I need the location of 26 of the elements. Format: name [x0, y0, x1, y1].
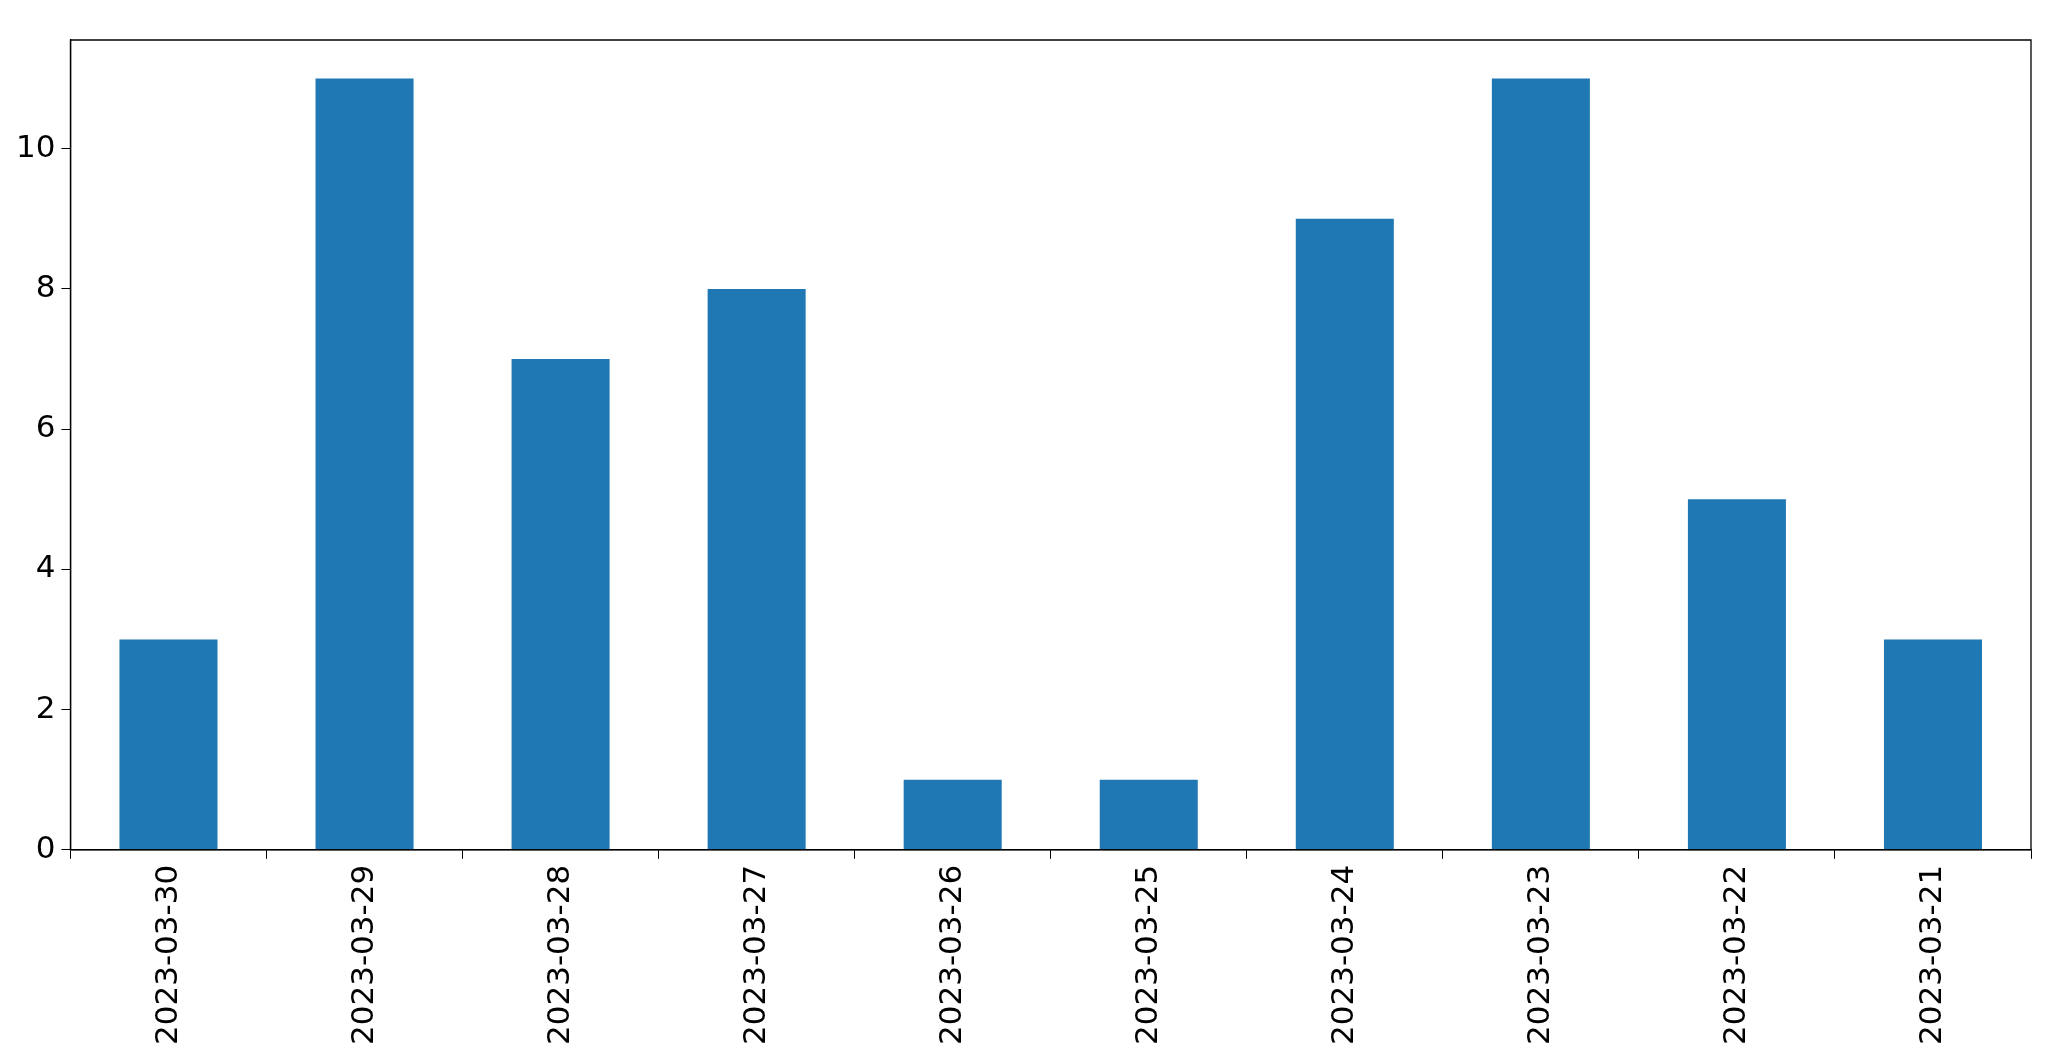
y-tick-label: 2	[35, 688, 56, 725]
x-tick-label: 2023-03-22	[1715, 864, 1752, 1046]
x-tick-label: 2023-03-24	[1323, 864, 1360, 1046]
x-tick-label: 2023-03-27	[735, 864, 772, 1046]
x-tick-label: 2023-03-21	[1912, 864, 1949, 1046]
bar	[1883, 639, 1982, 850]
y-tick-label: 0	[35, 828, 56, 865]
y-tick-label: 6	[35, 408, 56, 445]
x-tick-label: 2023-03-29	[343, 864, 380, 1046]
bar	[119, 639, 218, 850]
bar	[1099, 779, 1198, 850]
y-tick-label: 4	[35, 548, 56, 585]
y-tick-label: 10	[15, 127, 56, 164]
bar	[1295, 218, 1394, 850]
bar	[1491, 78, 1590, 850]
x-tick-label: 2023-03-23	[1519, 864, 1556, 1046]
y-tick-label: 8	[35, 267, 56, 304]
bar	[511, 359, 610, 850]
x-tick-label: 2023-03-30	[147, 864, 184, 1046]
bar	[707, 288, 806, 850]
bar	[315, 78, 414, 850]
bar	[1687, 499, 1786, 850]
x-tick-label: 2023-03-26	[931, 864, 968, 1046]
x-tick-label: 2023-03-25	[1127, 864, 1164, 1046]
bar	[903, 779, 1002, 850]
x-tick-label: 2023-03-28	[539, 864, 576, 1046]
